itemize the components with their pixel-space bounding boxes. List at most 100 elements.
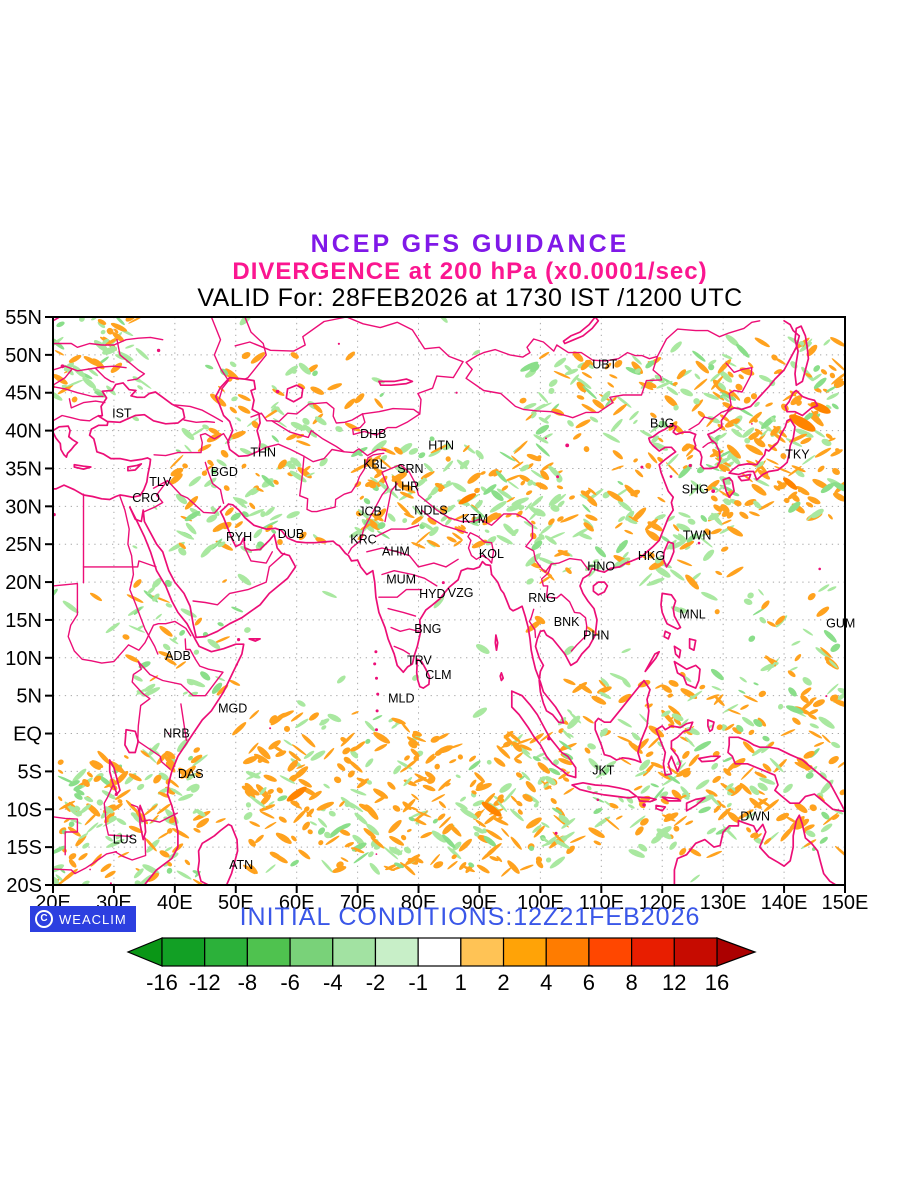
colorbar-box [289, 937, 334, 967]
station-label: GUM [826, 617, 855, 631]
lat-tick-label: 5N [16, 686, 42, 708]
colorbar-tick-label: -16 [146, 970, 178, 995]
station-label: LUS [113, 832, 137, 846]
lat-tick-label: 10S [6, 799, 42, 821]
colorbar-tick-label: -12 [189, 970, 221, 995]
lon-tick-label: 130E [700, 892, 747, 914]
lat-tick-label: 25N [5, 534, 42, 556]
station-label: TRV [407, 654, 432, 668]
colorbar-box [374, 937, 419, 967]
lat-tick-label: 20N [5, 572, 42, 594]
station-label: SHG [682, 483, 709, 497]
station-label: DUB [278, 527, 304, 541]
station-label: HTN [428, 439, 454, 453]
lon-tick-label: 120E [639, 892, 686, 914]
station-label: BNK [554, 615, 580, 629]
station-label: BGD [211, 465, 238, 479]
station-label: KOL [479, 547, 504, 561]
credit-label: WEACLIM [59, 911, 127, 927]
map-frame [52, 316, 846, 886]
station-label: CLM [425, 668, 451, 682]
station-label: VZG [448, 586, 474, 600]
colorbar-tick-label: -6 [280, 970, 300, 995]
station-label: DHB [360, 427, 386, 441]
station-label: MLD [388, 692, 414, 706]
colorbar-tick-label: -4 [323, 970, 343, 995]
lat-tick-label: 15N [5, 610, 42, 632]
lat-tick-label: 50N [5, 345, 42, 367]
lon-tick-label: 140E [761, 892, 808, 914]
colorbar-box [246, 937, 291, 967]
station-label: AHM [382, 545, 410, 559]
valid-time-subtitle: VALID For: 28FEB2026 at 1730 IST /1200 U… [197, 284, 743, 312]
station-label: RNG [528, 591, 556, 605]
station-label: TKY [785, 448, 810, 462]
colorbar: -16 -12 -8 -6 -4 -2 -1 1 2 4 6 8 12 16 [126, 937, 757, 995]
colorbar-tick-label: 2 [497, 970, 509, 995]
colorbar-box [161, 937, 206, 967]
lon-tick-label: 40E [157, 892, 193, 914]
station-label: JKT [592, 763, 615, 777]
lon-tick-label: 60E [279, 892, 315, 914]
station-label: DWN [740, 810, 770, 824]
page-title: NCEP GFS GUIDANCE [310, 230, 630, 258]
colorbar-box [332, 937, 377, 967]
station-label: KBL [363, 458, 387, 472]
colorbar-tick-label: -2 [366, 970, 386, 995]
station-label: MNL [679, 607, 705, 621]
lat-tick-label: 15S [6, 837, 42, 859]
station-label: PHN [583, 629, 609, 643]
colorbar-box [631, 937, 675, 967]
station-label: TWN [683, 529, 711, 543]
colorbar-right-arrow [716, 937, 757, 967]
station-label: DAS [178, 767, 204, 781]
colorbar-left-arrow [126, 937, 163, 967]
station-label: KRC [350, 532, 376, 546]
copyright-icon: C [35, 910, 53, 928]
lat-tick-label: 45N [5, 383, 42, 405]
station-label: BJG [650, 417, 674, 431]
station-label: HNO [587, 560, 615, 574]
station-label: CRO [132, 491, 160, 505]
divergence-shading [53, 317, 845, 885]
station-label: HKG [638, 549, 665, 563]
station-label: LHR [394, 479, 419, 493]
station-label: ADB [165, 649, 191, 663]
lon-tick-label: 70E [340, 892, 376, 914]
axes [45, 316, 846, 893]
station-label: BNG [414, 622, 441, 636]
colorbar-tick-label: 1 [455, 970, 467, 995]
station-label: HYD [419, 587, 445, 601]
colorbar-box [417, 937, 462, 967]
station-label: SRN [397, 462, 423, 476]
weaclim-logo: C WEACLIM [30, 906, 136, 932]
colorbar-box [588, 937, 633, 967]
colorbar-tick-label: -1 [408, 970, 428, 995]
station-label: THN [250, 445, 276, 459]
colorbar-box [204, 937, 248, 967]
station-label: KTM [462, 512, 488, 526]
lon-tick-label: 100E [517, 892, 564, 914]
station-label: UBT [592, 358, 617, 372]
coastlines-borders [53, 317, 845, 885]
station-label: ATN [229, 858, 253, 872]
colorbar-tick-label: 16 [705, 970, 729, 995]
colorbar-tick-label: 6 [583, 970, 595, 995]
initial-conditions-label: INITIAL CONDITIONS:12Z21FEB2026 [239, 903, 701, 931]
lat-tick-label: EQ [13, 724, 42, 746]
colorbar-box [673, 937, 718, 967]
station-label: MGD [218, 701, 247, 715]
lat-tick-label: 30N [5, 496, 42, 518]
lon-tick-label: 80E [401, 892, 437, 914]
station-label: NDLS [414, 504, 447, 518]
station-label: JCB [358, 504, 382, 518]
lon-tick-label: 90E [462, 892, 498, 914]
lon-tick-label: 150E [822, 892, 869, 914]
lon-tick-label: 50E [218, 892, 254, 914]
lat-tick-label: 5S [18, 761, 42, 783]
colorbar-box [460, 937, 505, 967]
variable-subtitle: DIVERGENCE at 200 hPa (x0.0001/sec) [232, 258, 708, 285]
colorbar-tick-label: -8 [238, 970, 258, 995]
